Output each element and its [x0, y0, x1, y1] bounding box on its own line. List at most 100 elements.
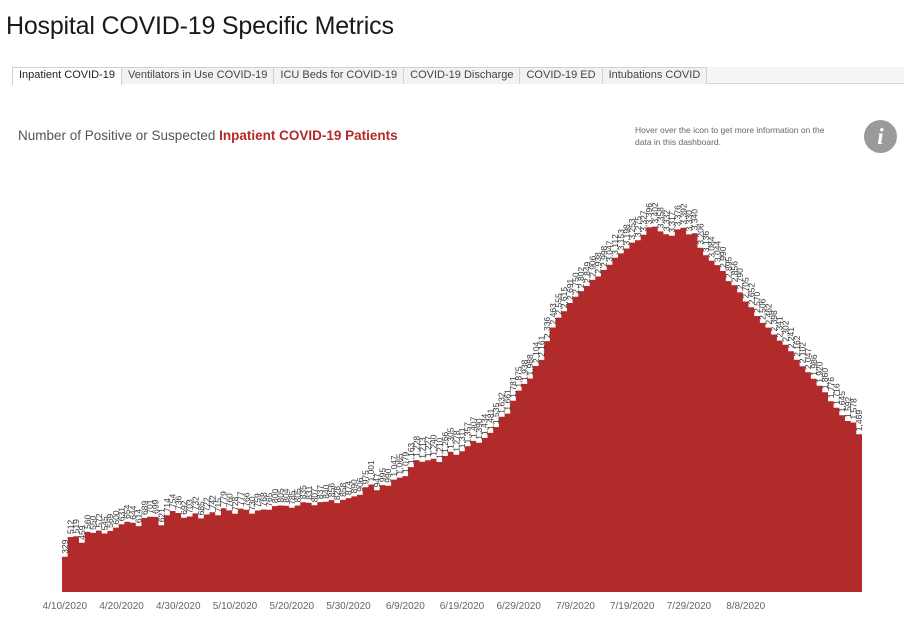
data-label: 1,390 [474, 418, 484, 440]
data-label: 2,462 [763, 303, 773, 325]
data-label: 975 [361, 470, 371, 484]
x-tick-label: 4/20/2020 [99, 601, 144, 612]
data-label: 1,469 [854, 410, 864, 432]
data-label: 572 [94, 513, 104, 527]
data-label: 732 [190, 496, 200, 510]
data-label: 560 [83, 514, 93, 528]
tab-covid-discharge[interactable]: COVID-19 Discharge [403, 67, 521, 84]
data-label: 2,506 [758, 298, 768, 320]
data-label: 805 [293, 488, 303, 502]
data-label: 715 [213, 498, 223, 512]
data-label: 777 [236, 491, 246, 505]
tab-icu-beds[interactable]: ICU Beds for COVID-19 [273, 67, 405, 84]
subtitle-prefix: Number of Positive or Suspected [18, 128, 216, 143]
x-tick-label: 5/10/2020 [213, 601, 258, 612]
data-label: 631 [117, 507, 127, 521]
data-label: 2,615 [559, 287, 569, 309]
data-label: 760 [224, 493, 234, 507]
data-label: 2,102 [797, 342, 807, 364]
data-label: 1,213 [417, 437, 427, 459]
data-label: 3,275 [633, 216, 643, 238]
data-label: 804 [281, 488, 291, 502]
data-label: 1,875 [514, 366, 524, 388]
data-label: 2,570 [752, 291, 762, 313]
subtitle-highlight: Inpatient COVID-19 Patients [219, 128, 398, 143]
data-label: 754 [168, 494, 178, 508]
tab-bar: Inpatient COVID-19 Ventilators in Use COV… [12, 67, 904, 85]
x-tick-label: 4/10/2020 [43, 601, 88, 612]
data-label: 840 [321, 484, 331, 498]
data-label: 728 [230, 496, 240, 510]
data-label: 828 [332, 486, 342, 500]
tab-ventilators[interactable]: Ventilators in Use COVID-19 [121, 67, 275, 84]
data-label: 2,398 [769, 310, 779, 332]
data-label: 805 [275, 488, 285, 502]
data-label: 1,860 [820, 368, 830, 390]
page-title: Hospital COVID-19 Specific Metrics [6, 12, 394, 40]
data-label: 2,302 [780, 320, 790, 342]
data-label: 3,084 [707, 236, 717, 258]
data-label: 765 [264, 492, 274, 506]
data-label: 2,341 [775, 316, 785, 338]
x-tick-label: 6/9/2020 [386, 601, 425, 612]
data-label: 835 [298, 485, 308, 499]
data-label: 856 [327, 483, 337, 497]
data-label: 3,376 [673, 205, 683, 227]
data-label: 730 [247, 496, 257, 510]
data-label: 800 [270, 489, 280, 503]
data-label: 1,357 [463, 422, 473, 444]
data-label: 3,317 [667, 211, 677, 233]
data-label: 3,044 [712, 241, 722, 263]
hover-info-note: Hover over the icon to get more informat… [635, 125, 825, 147]
data-label: 1,938 [519, 359, 529, 381]
data-label: 2,990 [718, 246, 728, 268]
data-label: 1,266 [440, 431, 450, 453]
data-label: 1,988 [525, 354, 535, 376]
inpatient-area [62, 226, 862, 592]
data-label: 1,661 [502, 389, 512, 411]
data-label: 714 [162, 498, 172, 512]
data-label: 3,332 [661, 210, 671, 232]
data-label: 1,781 [508, 376, 518, 398]
data-label: 1,240 [429, 434, 439, 456]
data-label: 2,162 [792, 335, 802, 357]
data-label: 742 [207, 495, 217, 509]
data-label: 990 [383, 468, 393, 482]
data-label: 874 [344, 481, 354, 495]
data-label: 512 [66, 520, 76, 534]
data-label: 699 [151, 499, 161, 513]
data-label: 1,163 [406, 443, 416, 465]
data-label: 2,998 [599, 245, 609, 267]
tab-intubations[interactable]: Intubations COVID [601, 67, 708, 84]
data-label: 3,112 [610, 234, 620, 255]
data-label: 1,079 [400, 452, 410, 474]
data-label: 519 [71, 519, 81, 533]
data-label: 3,396 [644, 203, 654, 225]
data-label: 947 [372, 473, 382, 487]
data-label: 759 [253, 493, 263, 507]
data-label: 1,227 [423, 436, 433, 458]
data-label: 779 [219, 491, 229, 505]
data-label: 685 [196, 501, 206, 515]
data-label: 2,906 [588, 255, 598, 277]
data-label: 766 [241, 492, 251, 506]
tab-inpatient-covid[interactable]: Inpatient COVID-19 [12, 67, 122, 85]
data-label: 1,001 [366, 460, 376, 482]
data-label: 1,776 [826, 377, 836, 399]
data-label: 3,392 [678, 203, 688, 225]
data-label: 3,253 [627, 218, 637, 240]
data-label: 890 [349, 479, 359, 493]
x-tick-label: 7/9/2020 [556, 601, 595, 612]
data-label: 3,327 [639, 210, 649, 232]
data-label: 1,481 [485, 408, 495, 430]
data-label: 614 [134, 509, 144, 523]
data-label: 2,802 [576, 267, 586, 289]
data-label: 1,278 [451, 430, 461, 452]
x-tick-label: 5/30/2020 [326, 601, 371, 612]
data-label: 807 [310, 488, 320, 502]
data-label: 545 [100, 516, 110, 530]
data-label: 689 [139, 501, 149, 515]
data-label: 736 [173, 496, 183, 510]
data-label: 3,136 [701, 231, 711, 253]
info-icon[interactable]: i [864, 120, 897, 153]
